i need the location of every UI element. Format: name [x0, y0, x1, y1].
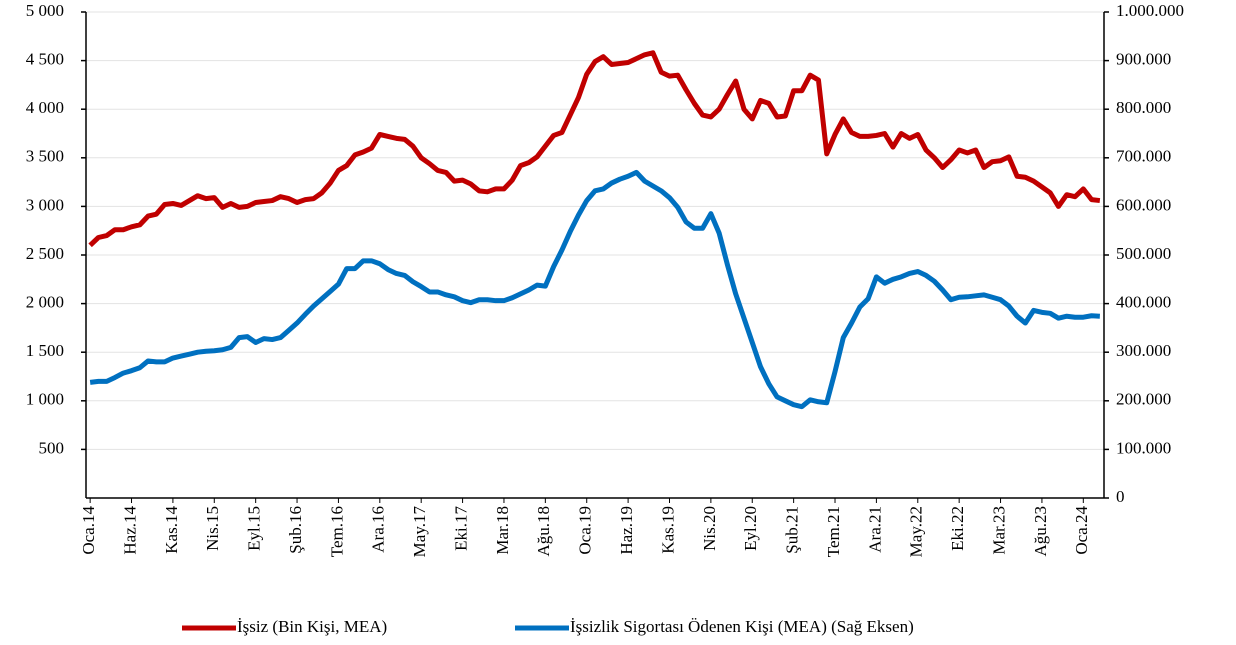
y2-tick-label: 0 — [1116, 487, 1125, 506]
y2-tick-label: 800.000 — [1116, 98, 1171, 117]
y-tick-label: 2 000 — [26, 293, 64, 312]
y-tick-label: 1 000 — [26, 390, 64, 409]
x-tick-label: Kas.14 — [162, 506, 181, 554]
y-tick-label: 4 000 — [26, 98, 64, 117]
series-line — [89, 169, 1101, 410]
x-tick-label: Eki.17 — [451, 506, 470, 551]
y2-tick-label: 400.000 — [1116, 293, 1171, 312]
x-tick-label: Oca.24 — [1072, 506, 1091, 555]
x-tick-label: Ara.21 — [865, 506, 884, 553]
x-tick-label: Nis.15 — [203, 506, 222, 551]
x-tick-label: Haz.14 — [120, 506, 139, 555]
y-tick-label: 2 500 — [26, 244, 64, 263]
x-tick-label: Tem.21 — [824, 506, 843, 557]
x-tick-label: Oca.19 — [576, 506, 595, 555]
x-tick-label: Kas.19 — [658, 506, 677, 554]
x-tick-label: Şub.21 — [783, 506, 802, 554]
x-tick-label: May.17 — [410, 506, 429, 558]
x-tick-label: Oca.14 — [79, 506, 98, 555]
y-tick-label: 3 000 — [26, 195, 64, 214]
x-tick-label: Haz.19 — [617, 506, 636, 555]
x-tick-label: May.22 — [907, 506, 926, 557]
y2-tick-label: 300.000 — [1116, 341, 1171, 360]
x-tick-label: Ağu.18 — [534, 506, 553, 557]
x-tick-label: Şub.16 — [286, 506, 305, 554]
x-tick-label: Eyl.15 — [245, 506, 264, 551]
y2-tick-label: 900.000 — [1116, 50, 1171, 69]
y-tick-label: 3 500 — [26, 147, 64, 166]
legend-label: İşsiz (Bin Kişi, MEA) — [237, 617, 387, 636]
y2-tick-label: 600.000 — [1116, 195, 1171, 214]
y-tick-label: 5 000 — [26, 1, 64, 20]
x-tick-label: Ağu.23 — [1031, 506, 1050, 557]
x-tick-label: Mar.18 — [493, 506, 512, 555]
y2-tick-label: 200.000 — [1116, 390, 1171, 409]
y-tick-label: 500 — [39, 438, 65, 457]
y-tick-label: 1 500 — [26, 341, 64, 360]
y-tick-label: 4 500 — [26, 50, 64, 69]
y2-tick-label: 100.000 — [1116, 438, 1171, 457]
x-tick-label: Ara.16 — [369, 506, 388, 553]
legend-label: İşsizlik Sigortası Ödenen Kişi (MEA) (Sa… — [570, 617, 914, 636]
y2-tick-label: 700.000 — [1116, 147, 1171, 166]
x-tick-label: Eki.22 — [948, 506, 967, 551]
x-tick-label: Nis.20 — [700, 506, 719, 551]
x-tick-label: Mar.23 — [989, 506, 1008, 555]
y2-tick-label: 500.000 — [1116, 244, 1171, 263]
series-line — [88, 50, 1101, 248]
x-tick-label: Eyl.20 — [741, 506, 760, 551]
x-tick-label: Tem.16 — [327, 506, 346, 557]
y2-tick-label: 1.000.000 — [1116, 1, 1184, 20]
